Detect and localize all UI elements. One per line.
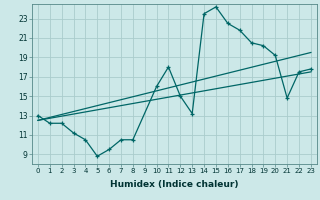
- X-axis label: Humidex (Indice chaleur): Humidex (Indice chaleur): [110, 180, 239, 189]
